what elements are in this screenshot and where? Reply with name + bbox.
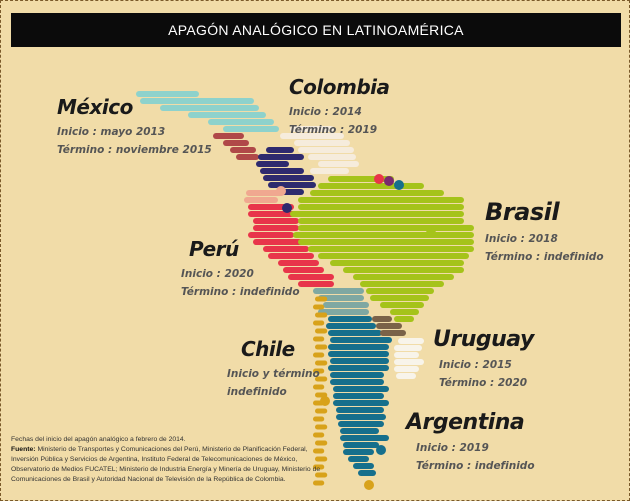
map-dot — [394, 180, 404, 190]
source-text: Ministerio de Transportes y Comunicacion… — [11, 446, 321, 483]
country-brasil: Brasil Inicio : 2018 Término : indefinid… — [485, 198, 604, 266]
map-dot — [364, 480, 374, 490]
country-info: Inicio : 2014 — [289, 106, 362, 118]
country-name: Colombia — [289, 75, 390, 99]
country-colombia: Colombia Inicio : 2014 Término : 2019 — [289, 75, 390, 139]
country-info: Término : 2020 — [439, 377, 528, 389]
country-name: Argentina — [406, 410, 525, 435]
map-dot — [374, 174, 384, 184]
footer: Fechas del inicio del apagón analógico a… — [11, 435, 329, 485]
country-name: México — [57, 95, 133, 119]
country-name: Chile — [241, 337, 295, 361]
map-dot — [376, 445, 386, 455]
country-info: Término : indefinido — [416, 460, 535, 472]
country-info: Inicio : 2020 — [181, 268, 254, 280]
country-name: Perú — [189, 237, 239, 261]
map-dot — [320, 396, 330, 406]
footer-note: Fechas del inicio del apagón analógico a… — [11, 436, 186, 443]
country-info: indefinido — [227, 386, 287, 398]
title: APAGÓN ANALÓGICO EN LATINOAMÉRICA — [11, 13, 621, 47]
country-chile: Chile Inicio y término indefinido — [227, 337, 320, 401]
country-info: Inicio : 2018 — [485, 233, 558, 245]
source-label: Fuente: — [11, 446, 36, 453]
country-info: Término : indefinido — [485, 251, 604, 263]
country-info: Inicio : mayo 2013 — [57, 126, 166, 138]
map-dot — [426, 228, 436, 238]
map-dot — [384, 176, 394, 186]
country-name: Brasil — [485, 198, 560, 226]
country-mexico: México Inicio : mayo 2013 Término : novi… — [57, 95, 212, 159]
country-info: Inicio : 2015 — [439, 359, 512, 371]
country-info: Término : noviembre 2015 — [57, 144, 212, 156]
country-name: Uruguay — [433, 327, 534, 352]
country-info: Inicio : 2019 — [416, 442, 489, 454]
country-info: Término : 2019 — [289, 124, 378, 136]
country-peru: Perú Inicio : 2020 Término : indefinido — [181, 237, 300, 301]
country-info: Inicio y término — [227, 368, 320, 380]
country-info: Término : indefinido — [181, 286, 300, 298]
map-dot — [276, 186, 286, 196]
country-argentina: Argentina Inicio : 2019 Término : indefi… — [406, 410, 535, 475]
country-uruguay: Uruguay Inicio : 2015 Término : 2020 — [433, 327, 534, 392]
map-dot — [282, 203, 292, 213]
